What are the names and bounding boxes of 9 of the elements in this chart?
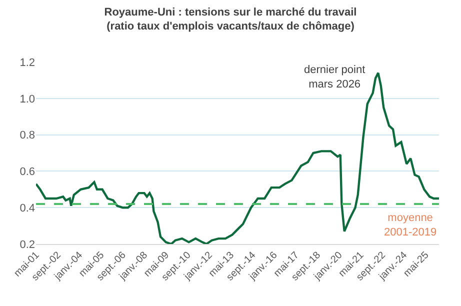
y-tick-label: 0.2 (20, 238, 35, 251)
annotation: dernier point mars 2026 (304, 64, 366, 90)
y-tick-label: 0.6 (20, 166, 35, 178)
ref-line-label: moyenne 2001-2019 (384, 212, 437, 238)
y-tick-label: 1.0 (20, 93, 35, 106)
y-tick-label: 0.8 (20, 130, 35, 142)
y-tick-label: 1.2 (20, 56, 35, 69)
y-tick-label: 0.4 (20, 202, 35, 214)
chart-title: Royaume-Uni : tensions sur le marché du travail (ratio taux d'emplois vacants/taux de chômage) (104, 6, 357, 33)
